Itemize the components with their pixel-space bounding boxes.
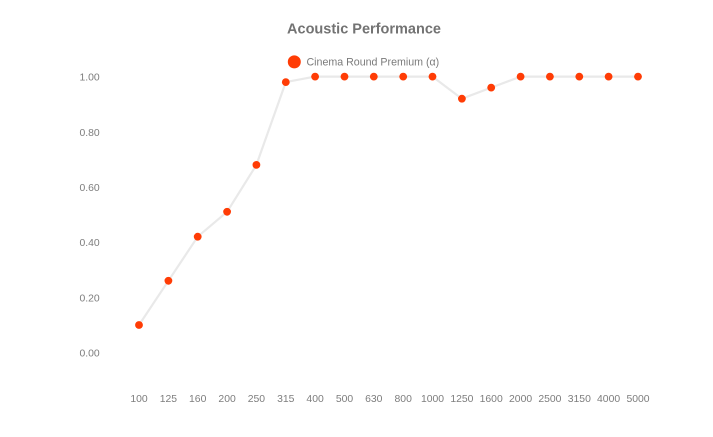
svg-text:0.80: 0.80	[79, 128, 99, 139]
svg-text:100: 100	[130, 394, 148, 405]
svg-text:400: 400	[306, 394, 324, 405]
svg-text:315: 315	[277, 394, 295, 405]
svg-text:5000: 5000	[626, 394, 649, 405]
svg-text:1250: 1250	[450, 394, 473, 405]
svg-text:1000: 1000	[421, 394, 444, 405]
svg-text:160: 160	[189, 394, 207, 405]
svg-text:0.00: 0.00	[79, 349, 99, 360]
svg-text:800: 800	[395, 394, 413, 405]
svg-text:Cinema Round Premium (α): Cinema Round Premium (α)	[307, 56, 440, 68]
svg-text:630: 630	[365, 394, 383, 405]
svg-text:0.60: 0.60	[79, 183, 99, 194]
svg-text:3150: 3150	[568, 394, 591, 405]
svg-text:2500: 2500	[538, 394, 561, 405]
svg-text:125: 125	[160, 394, 178, 405]
svg-text:500: 500	[336, 394, 354, 405]
svg-text:1600: 1600	[480, 394, 503, 405]
svg-text:0.40: 0.40	[79, 238, 99, 249]
svg-text:0.20: 0.20	[79, 293, 99, 304]
svg-text:200: 200	[218, 394, 236, 405]
svg-text:2000: 2000	[509, 394, 532, 405]
svg-text:250: 250	[248, 394, 266, 405]
svg-text:4000: 4000	[597, 394, 620, 405]
svg-text:1.00: 1.00	[79, 73, 99, 84]
svg-text:Acoustic Performance: Acoustic Performance	[287, 21, 441, 37]
